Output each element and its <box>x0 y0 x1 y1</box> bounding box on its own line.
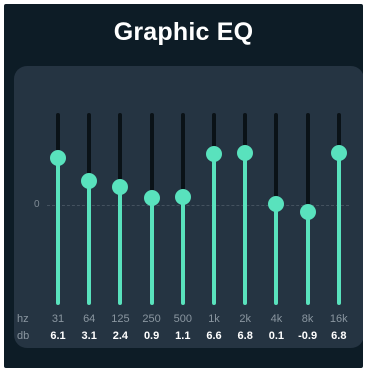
eq-band-250: 250 0.9 <box>138 66 166 348</box>
slider-fill <box>149 198 154 305</box>
eq-band-64: 64 3.1 <box>75 66 103 348</box>
eq-band-500: 500 1.1 <box>169 66 197 348</box>
band-gain-value: 3.1 <box>81 330 97 342</box>
band-gain-value: 2.4 <box>112 330 129 342</box>
slider-knob[interactable] <box>268 196 285 213</box>
band-frequency-label: 8k <box>301 313 314 325</box>
slider-fill <box>243 152 248 305</box>
band-frequency-label: 64 <box>83 313 96 325</box>
slider-knob[interactable] <box>174 188 191 205</box>
slider-fill <box>212 154 216 305</box>
band-frequency-label: 2k <box>239 313 251 325</box>
slider-fill <box>305 211 310 305</box>
eq-band-16k: 16k 6.8 <box>325 66 353 348</box>
band-frequency-label: 1k <box>208 313 220 325</box>
eq-band-8k: 8k -0.9 <box>294 66 322 348</box>
band-gain-value: 6.8 <box>331 330 347 342</box>
slider-knob[interactable] <box>206 146 222 163</box>
slider-fill <box>87 181 92 305</box>
slider-fill <box>56 158 60 305</box>
page-title: Graphic EQ <box>113 18 254 46</box>
equalizer-screen: Graphic EQ 0 hz db 31 6.1 64 3.1 125 2.4 250 0.… <box>4 4 363 368</box>
slider-fill <box>118 186 123 305</box>
zero-gain-line <box>47 205 349 206</box>
band-gain-value: 6.6 <box>206 330 222 342</box>
slider-fill <box>274 204 279 305</box>
band-frequency-label: 31 <box>51 313 65 325</box>
band-gain-value: 6.8 <box>237 330 253 342</box>
eq-band-1k: 1k 6.6 <box>200 66 228 348</box>
eq-band-4k: 4k 0.1 <box>262 66 290 348</box>
band-gain-value: 0.9 <box>143 330 160 342</box>
band-frequency-label: 4k <box>270 313 283 325</box>
slider-knob[interactable] <box>330 144 347 161</box>
band-gain-value: -0.9 <box>298 330 318 342</box>
eq-band-2k: 2k 6.8 <box>231 66 259 348</box>
band-gain-value: 1.1 <box>175 330 191 342</box>
slider-knob[interactable] <box>81 173 98 190</box>
band-frequency-label: 500 <box>173 313 192 325</box>
slider-knob[interactable] <box>50 150 66 167</box>
band-gain-value: 6.1 <box>50 330 66 342</box>
slider-fill <box>336 152 341 305</box>
slider-knob[interactable] <box>112 178 129 195</box>
band-frequency-label: 125 <box>111 313 130 325</box>
band-gain-value: 0.1 <box>268 330 285 342</box>
zero-gain-label: 0 <box>34 199 40 210</box>
slider-knob[interactable] <box>299 203 316 220</box>
slider-knob[interactable] <box>143 190 160 207</box>
gain-row-label: db <box>17 330 30 342</box>
frequency-row-label: hz <box>17 313 29 325</box>
slider-knob[interactable] <box>237 144 254 161</box>
slider-fill <box>180 196 185 305</box>
band-frequency-label: 250 <box>142 313 161 325</box>
eq-band-125: 125 2.4 <box>106 66 134 348</box>
eq-band-31: 31 6.1 <box>44 66 72 348</box>
band-frequency-label: 16k <box>329 313 348 325</box>
eq-panel: 0 hz db 31 6.1 64 3.1 125 2.4 250 0.9 500 1.1 1k 6.… <box>14 66 363 348</box>
